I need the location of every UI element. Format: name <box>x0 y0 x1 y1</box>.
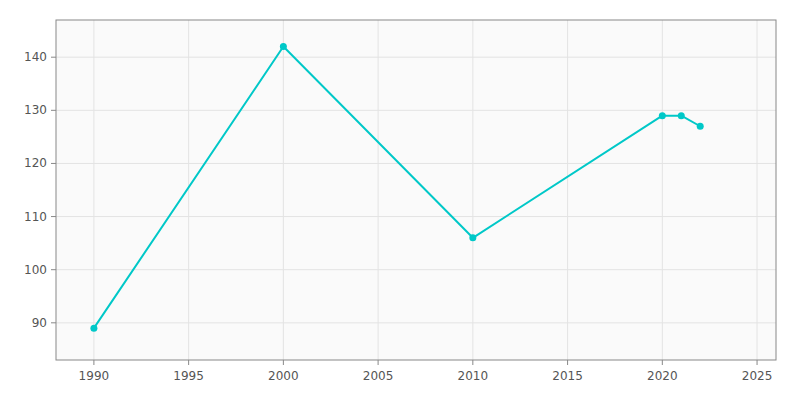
x-tick-label: 2005 <box>363 369 394 383</box>
x-tick <box>472 360 473 365</box>
y-grid-line <box>56 57 776 58</box>
x-grid-line <box>567 20 568 360</box>
y-grid-line <box>56 163 776 164</box>
y-grid-line <box>56 216 776 217</box>
x-grid-line <box>472 20 473 360</box>
plot-frame <box>56 20 776 360</box>
point <box>280 43 287 50</box>
x-tick-label: 2025 <box>742 369 773 383</box>
point <box>469 234 476 241</box>
line <box>94 47 700 329</box>
x-grid-line <box>757 20 758 360</box>
point <box>659 112 666 119</box>
x-tick-label: 2010 <box>458 369 489 383</box>
x-tick <box>283 360 284 365</box>
x-tick <box>188 360 189 365</box>
x-tick-label: 1990 <box>79 369 110 383</box>
y-tick <box>51 216 56 217</box>
y-tick-label: 100 <box>24 263 47 277</box>
y-tick-label: 90 <box>32 316 47 330</box>
y-tick <box>51 269 56 270</box>
x-grid-line <box>93 20 94 360</box>
y-tick <box>51 322 56 323</box>
x-tick-label: 1995 <box>173 369 204 383</box>
x-tick-label: 2000 <box>268 369 299 383</box>
axes: 1990 1995 2000 2005 2010 2015 2020 2025 90 100 110… <box>24 20 776 383</box>
x-tick <box>93 360 94 365</box>
x-tick-label: 2015 <box>552 369 583 383</box>
plot-background <box>56 20 776 360</box>
y-tick-label: 110 <box>24 210 47 224</box>
data-layer <box>90 43 703 332</box>
y-tick <box>51 110 56 111</box>
y-tick-label: 140 <box>24 50 47 64</box>
x-grid-line <box>283 20 284 360</box>
y-tick <box>51 163 56 164</box>
y-tick-label: 130 <box>24 103 47 117</box>
x-tick <box>757 360 758 365</box>
x-tick <box>567 360 568 365</box>
y-tick <box>51 57 56 58</box>
x-tick <box>378 360 379 365</box>
y-grid-line <box>56 322 776 323</box>
chart-svg: 1990 1995 2000 2005 2010 2015 2020 2025 90 100 110… <box>0 0 800 400</box>
chart-container: 1990 1995 2000 2005 2010 2015 2020 2025 90 100 110… <box>0 0 800 400</box>
x-grid-line <box>188 20 189 360</box>
y-tick-label: 120 <box>24 156 47 170</box>
point <box>697 123 704 130</box>
point <box>678 112 685 119</box>
y-grid-line <box>56 269 776 270</box>
point <box>90 325 97 332</box>
y-grid-line <box>56 110 776 111</box>
x-grid-line <box>378 20 379 360</box>
grid <box>56 20 776 360</box>
x-grid-line <box>662 20 663 360</box>
x-tick <box>662 360 663 365</box>
x-tick-label: 2020 <box>647 369 678 383</box>
